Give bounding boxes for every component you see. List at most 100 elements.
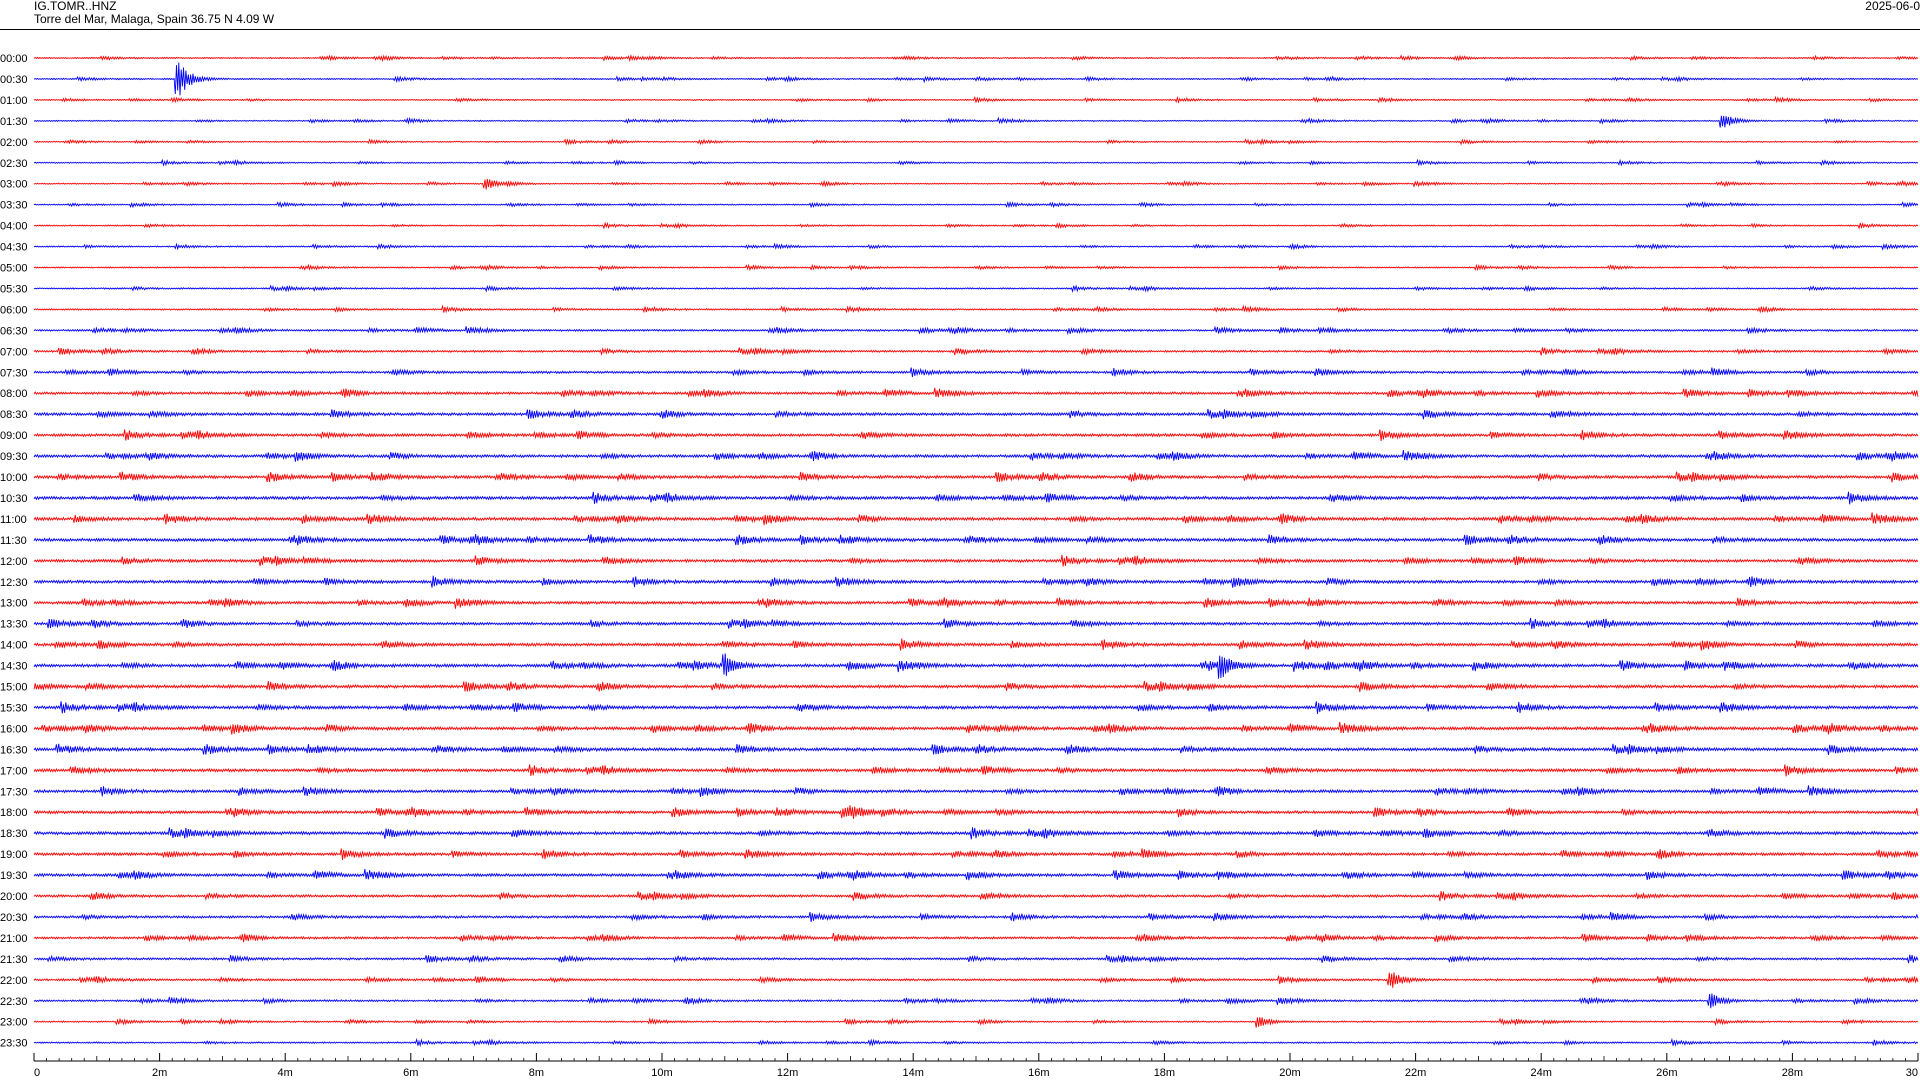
trace-line (33, 450, 1919, 462)
trace-line (33, 115, 1919, 128)
x-tick-label: 2m (152, 1067, 167, 1079)
row-label: 11:30 (0, 535, 27, 547)
row-label: 18:30 (0, 828, 28, 840)
row-label: 16:30 (0, 744, 28, 756)
station-location: Torre del Mar, Malaga, Spain 36.75 N 4.0… (34, 12, 275, 26)
trace-line (33, 575, 1919, 588)
row-label: 11:00 (0, 514, 27, 526)
row-label: 19:30 (0, 870, 28, 882)
row-label: 05:30 (0, 283, 28, 295)
row-label: 07:00 (0, 346, 28, 358)
trace-line (33, 1017, 1919, 1028)
row-label: 10:30 (0, 493, 28, 505)
row-label: 01:30 (0, 116, 28, 128)
x-tick-label: 20m (1279, 1067, 1300, 1079)
x-tick-label: 4m (278, 1067, 293, 1079)
trace-rows: 00:00 00:30 01:00 01:30 02:00 02:30 03:00 03:30… (0, 53, 1919, 1050)
row-label: 00:30 (0, 74, 28, 86)
x-tick-label: 30 (1906, 1067, 1918, 1079)
trace-line (33, 653, 1919, 679)
trace-line (33, 680, 1919, 693)
row-label: 06:30 (0, 325, 28, 337)
trace-line (33, 764, 1919, 777)
trace-line (33, 95, 1919, 104)
trace-line (33, 471, 1919, 483)
trace-line (33, 891, 1919, 902)
trace-line (33, 954, 1919, 964)
row-label: 20:00 (0, 891, 28, 903)
x-tick-label: 24m (1530, 1067, 1551, 1079)
row-label: 12:30 (0, 577, 28, 589)
row-label: 12:00 (0, 556, 28, 568)
trace-line (33, 993, 1919, 1009)
x-tick-label: 6m (403, 1067, 418, 1079)
trace-line (33, 721, 1919, 735)
trace-line (33, 263, 1919, 272)
row-label: 00:00 (0, 53, 28, 65)
trace-line (33, 221, 1919, 230)
row-label: 15:00 (0, 682, 28, 694)
trace-line (33, 638, 1919, 651)
row-label: 03:00 (0, 179, 28, 191)
trace-line (33, 597, 1919, 609)
time-axis: 0 2m 4m 6m 8m 10m 12m 14m 16m 18m 20m 22m 24m 26m 28m 3… (33, 1053, 1919, 1079)
trace-line (33, 158, 1919, 167)
x-tick-label: 16m (1028, 1067, 1049, 1079)
row-label: 02:30 (0, 158, 28, 170)
row-label: 23:30 (0, 1038, 28, 1050)
row-label: 08:30 (0, 409, 28, 421)
trace-line (33, 429, 1919, 441)
station-code: IG.TOMR..HNZ (34, 0, 117, 13)
row-label: 21:30 (0, 954, 28, 966)
trace-line (33, 304, 1919, 314)
trace-line (33, 848, 1919, 860)
trace-line (33, 200, 1919, 209)
row-label: 05:00 (0, 263, 28, 275)
row-label: 19:00 (0, 849, 28, 861)
row-label: 16:00 (0, 723, 28, 735)
row-label: 22:30 (0, 996, 28, 1008)
trace-line (33, 137, 1919, 146)
x-tick-label: 8m (529, 1067, 544, 1079)
trace-line (33, 805, 1919, 819)
trace-line (33, 1037, 1919, 1048)
trace-line (33, 869, 1919, 881)
row-label: 14:00 (0, 640, 28, 652)
row-label: 18:00 (0, 807, 28, 819)
trace-line (33, 62, 1919, 96)
trace-line (33, 491, 1919, 505)
trace-line (33, 512, 1919, 526)
trace-line (33, 533, 1919, 546)
row-label: 02:00 (0, 137, 28, 149)
row-label: 09:00 (0, 430, 28, 442)
x-tick-label: 22m (1405, 1067, 1426, 1079)
x-tick-label: 28m (1782, 1067, 1803, 1079)
row-label: 13:30 (0, 619, 28, 631)
row-label: 08:00 (0, 388, 28, 400)
row-label: 10:00 (0, 472, 28, 484)
x-tick-label: 26m (1656, 1067, 1677, 1079)
row-label: 01:00 (0, 95, 28, 107)
trace-line (33, 178, 1919, 190)
trace-line (33, 284, 1919, 293)
trace-line (33, 54, 1919, 63)
x-tick-label: 0 (34, 1067, 40, 1079)
row-label: 20:30 (0, 912, 28, 924)
trace-line (33, 701, 1919, 714)
x-tick-label: 12m (777, 1067, 798, 1079)
row-label: 21:00 (0, 933, 28, 945)
trace-line (33, 367, 1919, 378)
trace-line (33, 743, 1919, 755)
row-label: 04:30 (0, 242, 28, 254)
trace-line (33, 409, 1919, 420)
trace-line (33, 911, 1919, 922)
trace-line (33, 617, 1919, 630)
row-label: 09:30 (0, 451, 28, 463)
row-label: 06:00 (0, 304, 28, 316)
trace-line (33, 325, 1919, 336)
row-label: 04:00 (0, 221, 28, 233)
date-label: 2025-06-0 (1865, 0, 1920, 13)
row-label: 03:30 (0, 200, 28, 212)
row-label: 15:30 (0, 702, 28, 714)
